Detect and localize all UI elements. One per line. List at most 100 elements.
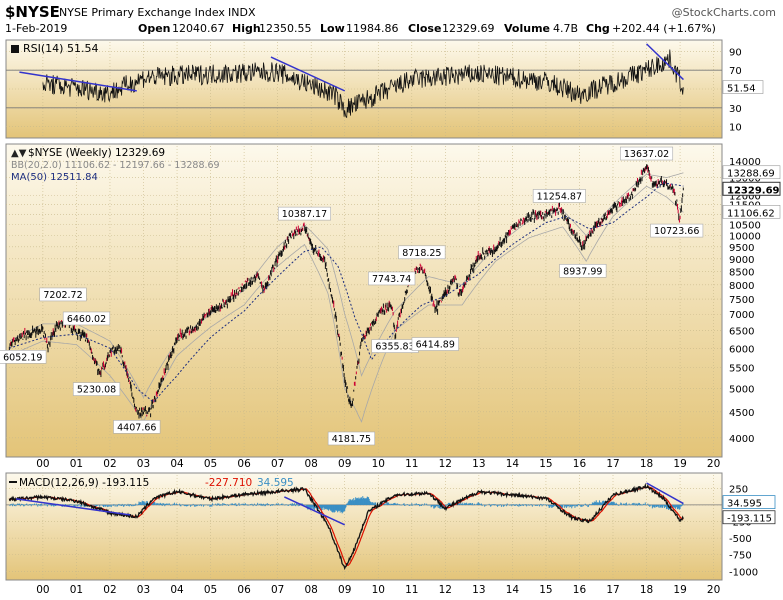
ma50-line	[9, 182, 684, 403]
exchange-code: INDX	[228, 6, 256, 19]
open-label: Open	[138, 22, 171, 35]
bb-upper	[9, 172, 684, 399]
annotation-box	[72, 382, 121, 396]
x-tick-label: 16	[573, 458, 587, 470]
axis-layer: 00 00 01 01 02 02 03 03 04 04 05 05 06 06 07 07 08 08 09 09…	[36, 47, 781, 596]
price-annotation: 5230.08	[72, 382, 121, 396]
macd-last-value: -193.115	[722, 510, 776, 525]
x-tick-label: 11	[405, 458, 418, 470]
price-layer	[8, 164, 684, 423]
price-annotation: 6355.83	[371, 339, 419, 353]
x-tick-label: 10	[372, 458, 385, 470]
rsi-tick-label: 70	[729, 66, 742, 77]
close-value: 12329.69	[442, 22, 495, 35]
annotation-box	[650, 223, 704, 238]
watermark: @StockCharts.com	[672, 6, 776, 19]
x-tick-label-bottom: 13	[472, 584, 485, 596]
annotation-box	[532, 189, 586, 203]
macd-last-text: -193.115	[727, 514, 772, 525]
annotation-label: 4181.75	[332, 434, 371, 445]
annotation-box	[398, 245, 446, 260]
price-tick-label: 6500	[729, 327, 754, 338]
annotation-box	[62, 311, 111, 326]
annotation-box	[411, 337, 459, 351]
annotation-label: 10723.66	[654, 226, 699, 237]
price-annotation: 10723.66	[650, 223, 704, 238]
annotation-label: 8937.99	[563, 266, 602, 277]
price-tick-label: 12000	[729, 191, 761, 202]
quote-date: 1-Feb-2019	[5, 22, 67, 35]
annotation-layer: 7202.72 6460.02 6052.19 5230.08 4407.66 10387…	[0, 146, 704, 446]
price-annotation: 7202.72	[39, 287, 87, 302]
annotation-label: 6460.02	[67, 314, 106, 325]
rsi-tick-label: 10	[729, 123, 742, 134]
price-annotation: 11254.87	[532, 189, 586, 203]
x-tick-label: 17	[606, 458, 619, 470]
price-tick-label: 8500	[729, 267, 754, 278]
x-tick-label-bottom: 00	[36, 584, 49, 596]
x-tick-label: 00	[36, 458, 49, 470]
open-value: 12040.67	[172, 22, 225, 35]
rsi-last-box	[722, 80, 764, 94]
annotation-label: 8718.25	[402, 248, 441, 259]
annotation-label: 6355.83	[375, 342, 414, 353]
price-tick-label: 7500	[729, 295, 754, 306]
x-tick-label-bottom: 01	[70, 584, 83, 596]
price-tick-label: 5000	[729, 385, 754, 396]
x-tick-label-bottom: 15	[539, 584, 552, 596]
annotation-label: 7202.72	[43, 290, 82, 301]
price-tick-label: 9000	[729, 255, 754, 266]
price-annotation: 7743.74	[368, 271, 416, 286]
annotation-box	[327, 431, 376, 446]
price-annotation: 6460.02	[62, 311, 111, 326]
x-tick-label-bottom: 11	[405, 584, 418, 596]
rsi-last-value: 51.54	[722, 80, 764, 95]
price-tick-label: 13000	[729, 174, 761, 185]
x-tick-label-bottom: 14	[506, 584, 520, 596]
x-tick-label-bottom: 09	[338, 584, 351, 596]
right-label-box	[722, 181, 781, 196]
x-tick-label-bottom: 04	[170, 584, 184, 596]
index-name: NYSE Primary Exchange Index	[59, 6, 225, 19]
x-tick-label-bottom: 03	[137, 584, 150, 596]
price-annotation: 13637.02	[620, 146, 674, 161]
annotation-label: 10387.17	[282, 209, 327, 220]
annotation-box	[277, 206, 331, 221]
x-tick-label: 04	[170, 458, 184, 470]
price-panel	[5, 143, 723, 458]
annotation-label: 7743.74	[372, 274, 411, 285]
x-tick-label: 20	[707, 458, 720, 470]
x-tick-label-bottom: 12	[439, 584, 452, 596]
x-tick-label: 08	[304, 458, 317, 470]
price-annotation: 6414.89	[411, 337, 459, 351]
symbol-title: $NYSE	[5, 3, 60, 21]
macd-last-text: 34.595	[727, 499, 762, 510]
macd-last-value: 34.595	[722, 495, 776, 510]
price-right-label: 13288.69	[722, 165, 781, 180]
x-tick-label-bottom: 16	[573, 584, 587, 596]
x-tick-label: 09	[338, 458, 351, 470]
rsi-layer	[19, 43, 684, 119]
annotation-box	[0, 350, 47, 364]
macd-line	[8, 482, 684, 571]
macd-tick-label: 250	[729, 484, 748, 495]
price-tick-label: 4000	[729, 434, 754, 445]
annotation-label: 6414.89	[416, 340, 455, 351]
x-tick-label: 13	[472, 458, 485, 470]
x-tick-label: 05	[204, 458, 217, 470]
price-right-label: 12329.69	[722, 181, 781, 196]
annotation-box	[39, 287, 87, 302]
volume-label: Volume	[504, 22, 550, 35]
hist-legend: 34.595	[257, 477, 294, 489]
x-tick-label: 19	[673, 458, 686, 470]
price-legend-icon: ▲▼	[11, 148, 27, 159]
rsi-legend: RSI(14) 51.54	[23, 42, 98, 55]
macd-panel	[5, 472, 723, 581]
x-tick-label-bottom: 06	[237, 584, 251, 596]
low-value: 11984.86	[346, 22, 399, 35]
price-annotation: 4407.66	[113, 420, 161, 434]
price-tick-label: 4500	[729, 408, 754, 419]
rsi-line	[42, 49, 684, 119]
